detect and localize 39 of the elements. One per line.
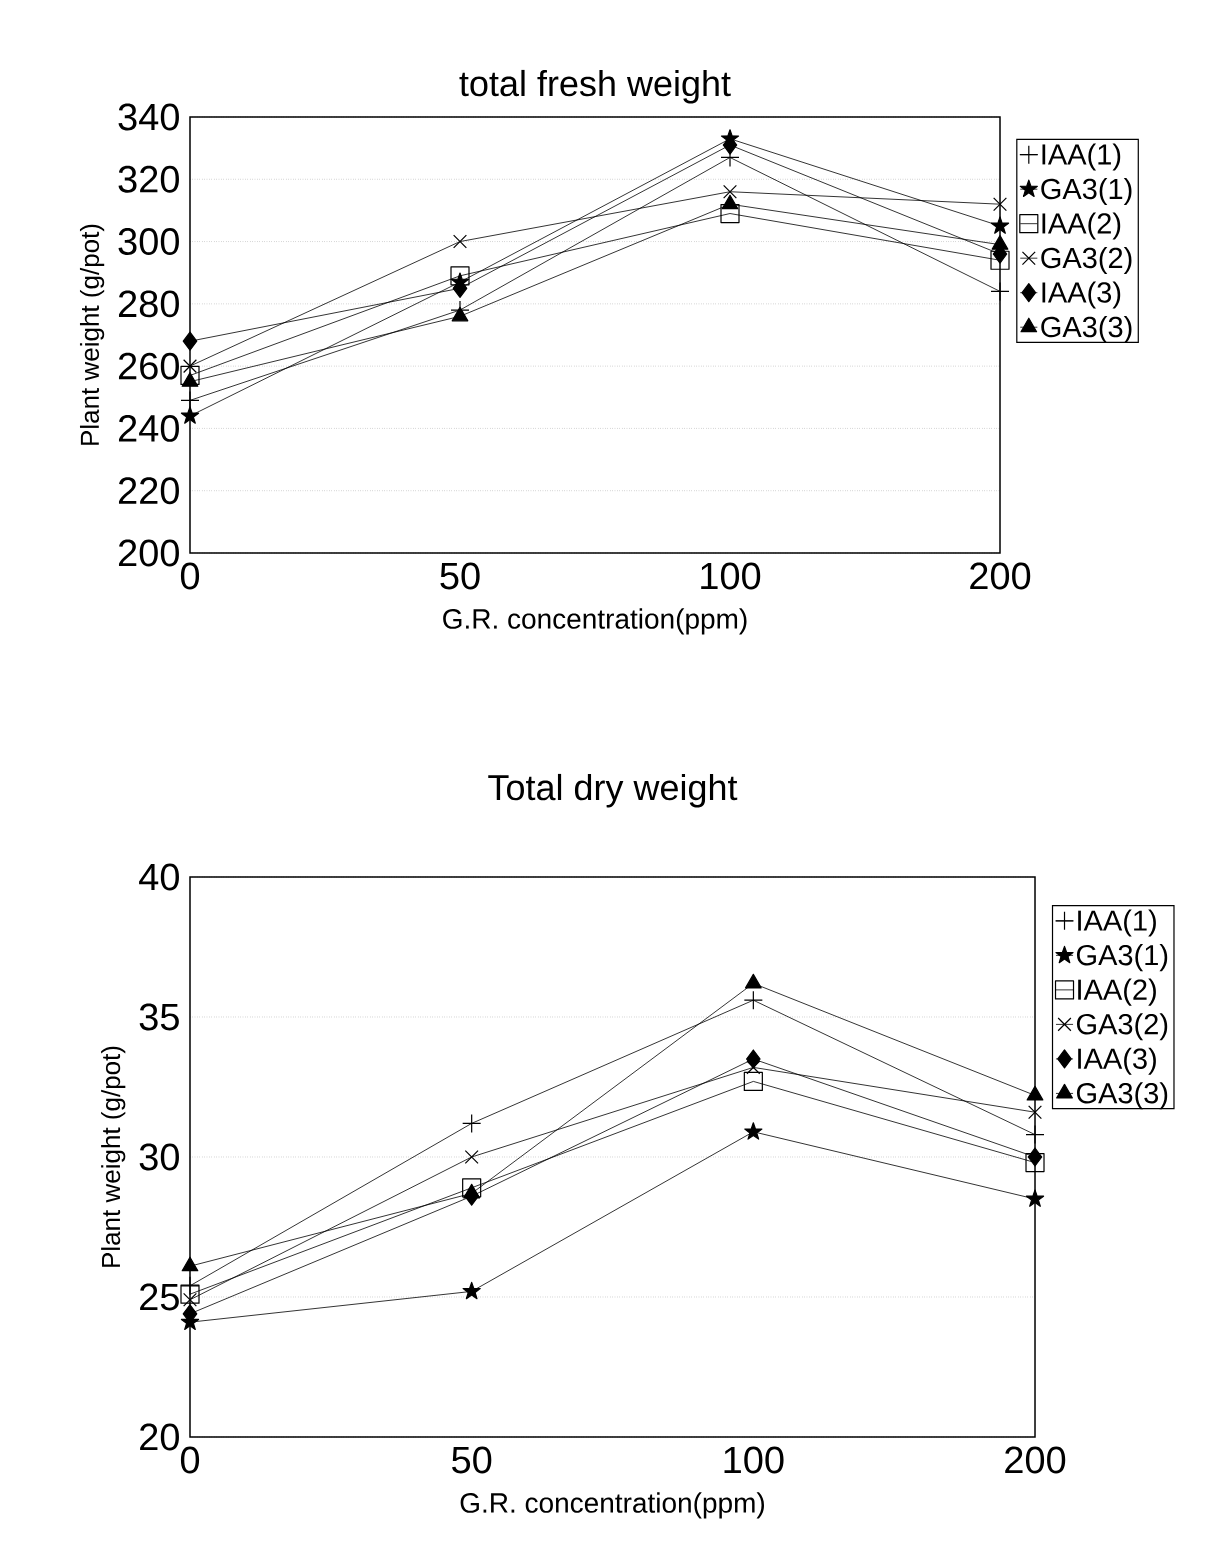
- legend-label: GA3(2): [1076, 1013, 1168, 1041]
- legend-label: IAA(3): [1042, 281, 1121, 309]
- y-tick-label: 260: [118, 352, 179, 380]
- legend-label: GA3(3): [1076, 1082, 1168, 1110]
- y-tick-label: 30: [139, 1143, 179, 1171]
- y-tick-label: 280: [118, 290, 179, 318]
- x-axis-title: G.R. concentration(ppm): [443, 608, 747, 635]
- x-tick-label: 0: [180, 1446, 200, 1474]
- x-tick-label: 0: [180, 562, 200, 590]
- legend-label: IAA(1): [1078, 909, 1156, 937]
- y-tick-label: 220: [118, 477, 179, 505]
- y-tick-label: 340: [118, 103, 179, 131]
- y-tick-label: 40: [139, 863, 179, 891]
- y-tick-label: 200: [118, 539, 179, 567]
- legend-label: GA3(1): [1041, 177, 1132, 205]
- y-tick-label: 25: [140, 1283, 179, 1311]
- x-tick-label: 200: [1005, 1446, 1066, 1474]
- x-tick-label: 100: [701, 562, 761, 590]
- legend-label: IAA(1): [1042, 143, 1121, 171]
- legend-label: GA3(1): [1076, 944, 1168, 972]
- chart-title: total fresh weight: [459, 69, 731, 104]
- x-tick-label: 50: [452, 1446, 492, 1474]
- y-tick-label: 300: [118, 228, 179, 256]
- y-axis-title: Plant weight (g/pot): [79, 224, 105, 445]
- y-tick-label: 20: [140, 1423, 179, 1451]
- legend-label: IAA(2): [1042, 212, 1121, 240]
- legend-label: GA3(2): [1041, 246, 1132, 274]
- x-axis-title: G.R. concentration(ppm): [460, 1492, 764, 1519]
- legend-label: IAA(3): [1078, 1047, 1156, 1075]
- y-axis-title: Plant weight (g/pot): [101, 1046, 126, 1267]
- x-tick-label: 100: [724, 1446, 784, 1474]
- y-tick-label: 320: [118, 165, 179, 193]
- legend-label: GA3(3): [1041, 315, 1132, 343]
- x-tick-label: 200: [970, 562, 1031, 590]
- chart-title: Total dry weight: [488, 773, 738, 808]
- y-tick-label: 240: [118, 414, 179, 442]
- y-tick-label: 35: [139, 1003, 179, 1031]
- legend-label: IAA(2): [1078, 978, 1156, 1006]
- x-tick-label: 50: [440, 562, 480, 590]
